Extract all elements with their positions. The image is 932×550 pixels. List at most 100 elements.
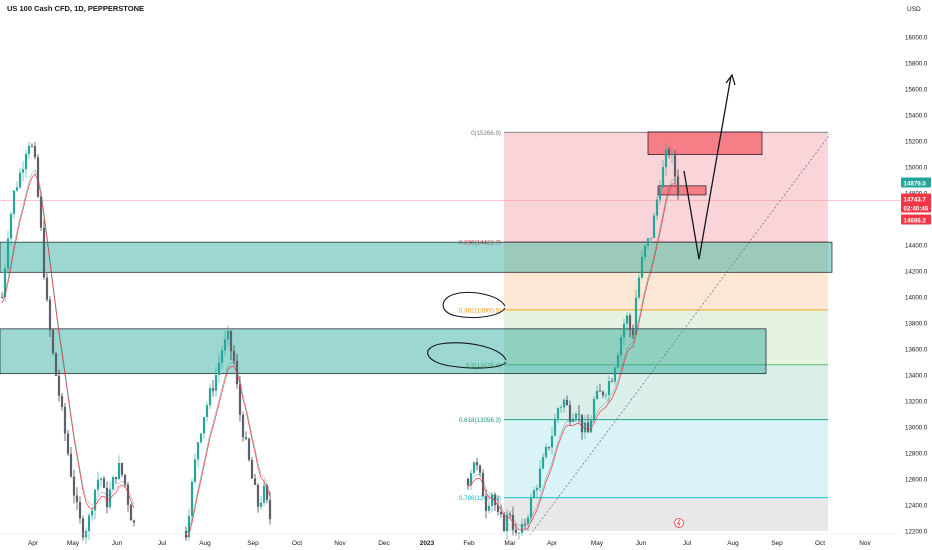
candle-body — [66, 433, 70, 454]
candle-body — [550, 435, 554, 448]
candle-body — [670, 154, 674, 155]
time-axis: Apr May Jun Jul Aug Sep Oct Nov Dec 2023 Feb Mar Apr… — [0, 533, 900, 547]
candle-body — [613, 367, 617, 382]
candle-body — [520, 523, 524, 533]
candle-body — [63, 406, 67, 434]
candle-body — [502, 514, 506, 531]
candle-body — [517, 532, 521, 534]
candle-body — [478, 465, 482, 473]
moving-average-green-1 — [185, 362, 271, 535]
price-tick: 13400.0 — [905, 373, 928, 380]
candle-body — [553, 418, 557, 436]
candle-body — [187, 515, 191, 538]
candle-body — [526, 517, 530, 524]
candle-body — [57, 375, 61, 396]
candle-body — [33, 146, 37, 158]
candle-body — [214, 375, 218, 391]
top-resistance-zone — [647, 131, 763, 155]
candle-body — [81, 518, 85, 538]
candle-body — [24, 153, 28, 170]
candle-body — [577, 413, 581, 415]
candle-body — [535, 487, 539, 491]
candle-body — [571, 418, 575, 422]
price-tick: 15000.0 — [905, 165, 928, 172]
price-tick: 14200.0 — [905, 269, 928, 276]
moving-average-red-1 — [185, 366, 271, 539]
candle-body — [541, 457, 545, 469]
candle-body — [637, 277, 641, 298]
small-resistance-zone — [657, 185, 707, 196]
candle-body — [42, 227, 46, 278]
candle-body — [45, 277, 49, 300]
candle-body — [490, 494, 494, 506]
candle-body — [469, 473, 473, 486]
time-tick: Jun — [112, 540, 123, 547]
candle-body — [27, 145, 31, 154]
candle-body — [565, 399, 569, 405]
candle-body — [123, 474, 127, 485]
price-tick: 14400.0 — [905, 243, 928, 250]
candle-body — [256, 484, 260, 507]
candle-body — [226, 330, 230, 340]
candle-body — [538, 468, 542, 488]
candle-body — [574, 413, 578, 419]
time-tick: Feb — [463, 540, 475, 547]
time-tick: Jun — [636, 540, 647, 547]
time-tick: Aug — [199, 540, 211, 547]
candle-body — [6, 238, 10, 269]
time-tick: May — [591, 540, 604, 547]
candle-body — [568, 404, 572, 422]
candle-body — [664, 149, 668, 168]
candle-body — [625, 315, 629, 324]
price-tick: 15800.0 — [905, 61, 928, 68]
price-tag-label: 02:40:46 — [904, 206, 929, 213]
price-tick: 15200.0 — [905, 139, 928, 146]
candle-body — [99, 478, 103, 480]
candle-body — [544, 446, 548, 458]
candle-body — [54, 353, 58, 376]
candle-body — [598, 390, 602, 392]
candle-body — [75, 495, 79, 503]
candle-body — [90, 510, 94, 516]
price-tick: 15400.0 — [905, 113, 928, 120]
candle-body — [523, 523, 527, 525]
candle-body — [676, 176, 680, 195]
candle-body — [496, 505, 500, 512]
candle-body — [640, 256, 644, 278]
candle-body — [532, 490, 536, 498]
candle-body — [120, 463, 124, 475]
candle-body — [592, 398, 596, 421]
time-tick: 2023 — [420, 540, 435, 547]
price-tick: 12200.0 — [905, 529, 928, 536]
fib-label-0: 0(15266.9) — [471, 130, 501, 137]
candle-body — [205, 405, 209, 418]
time-tick: Sep — [771, 540, 783, 547]
candle-body — [114, 477, 118, 480]
candle-body — [21, 169, 25, 173]
candle-body — [487, 505, 491, 511]
moving-average-red-0 — [1, 173, 135, 510]
price-tick: 12800.0 — [905, 451, 928, 458]
candle-body — [505, 514, 509, 531]
price-tag-box — [901, 177, 931, 188]
highlight-ellipse-0382 — [442, 291, 506, 319]
candle-body — [241, 414, 245, 438]
candle-body — [619, 337, 623, 356]
upper-support-zone — [0, 241, 833, 273]
price-tick: 16000.0 — [905, 35, 928, 42]
candle-body — [132, 520, 136, 523]
candle-body — [202, 417, 206, 434]
candle-body — [253, 478, 257, 485]
candle-body — [616, 355, 620, 368]
time-tick: Oct — [815, 540, 825, 547]
trend-line-dashed — [529, 134, 831, 536]
candle-body — [48, 299, 52, 331]
candle-body — [208, 388, 212, 406]
moving-average-green-0 — [1, 169, 135, 506]
fib-band-0.786 — [504, 497, 828, 531]
candle-body — [111, 477, 115, 490]
candle-body — [250, 459, 254, 479]
price-tick: 15600.0 — [905, 87, 928, 94]
price-tick: 12400.0 — [905, 503, 928, 510]
